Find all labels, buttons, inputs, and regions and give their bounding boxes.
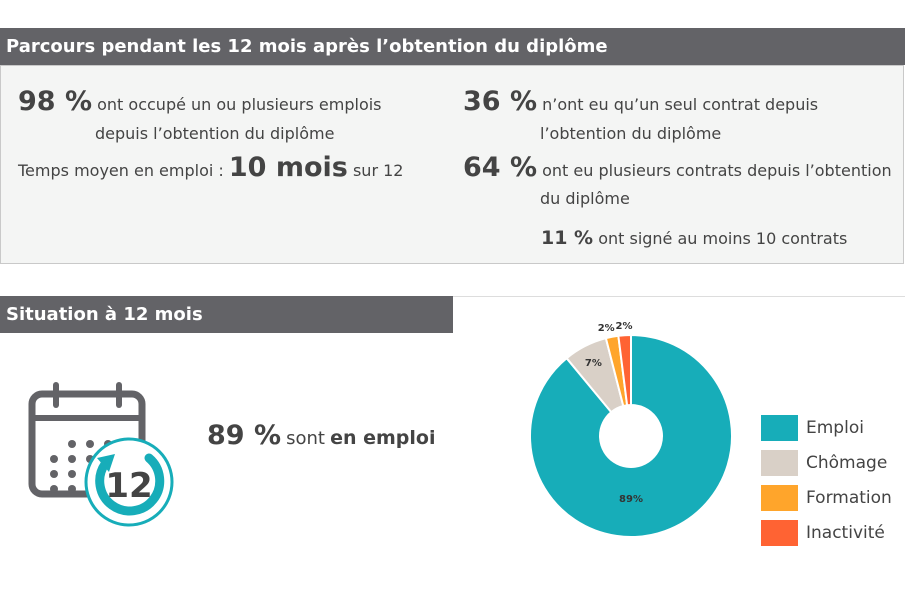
stat-text: depuis l’obtention du diplôme (95, 124, 335, 143)
legend-label: Emploi (806, 417, 864, 438)
stat-text: n’ont eu qu’un seul contrat depuis (542, 95, 819, 114)
stat-en-emploi: 89 % sont en emploi (207, 422, 436, 451)
stat-value: 36 % (463, 86, 538, 117)
stat-value: 98 % (18, 86, 93, 117)
section-title: Parcours pendant les 12 mois après l’obt… (6, 36, 608, 57)
chart-legend: Emploi Chômage Formation Inactivité (761, 410, 892, 550)
stat-text: sont (286, 428, 325, 449)
stat-11: 11 % ont signé au moins 10 contrats (541, 226, 847, 251)
calendar-12-icon: 12 (28, 382, 174, 527)
stat-text: du diplôme (540, 189, 630, 208)
situation-pie-chart: 89% 7% 2% 2% (529, 321, 733, 538)
stat-text-bold: en emploi (330, 427, 436, 449)
legend-swatch (761, 414, 798, 441)
legend-item: Formation (761, 480, 892, 515)
legend-label: Formation (806, 487, 892, 508)
stat-value: 89 % (207, 420, 282, 451)
pie-label: 89% (619, 494, 643, 505)
stat-98: 98 % ont occupé un ou plusieurs emplois (18, 88, 382, 117)
legend-item: Inactivité (761, 515, 892, 550)
legend-label: Inactivité (806, 522, 885, 543)
pie-slice-inactivité (617, 333, 632, 407)
section-header-parcours: Parcours pendant les 12 mois après l’obt… (0, 28, 905, 65)
legend-swatch (761, 449, 798, 476)
pie-label: 2% (598, 323, 615, 334)
legend-swatch (761, 519, 798, 546)
legend-item: Emploi (761, 410, 892, 445)
stat-text: ont signé au moins 10 contrats (598, 229, 848, 248)
stat-text: l’obtention du diplôme (540, 124, 722, 143)
stat-value: 11 % (541, 227, 594, 249)
pie-label: 2% (616, 321, 633, 332)
section-title: Situation à 12 mois (6, 304, 203, 325)
legend-swatch (761, 484, 798, 511)
stat-temps-moyen: Temps moyen en emploi : 10 mois sur 12 (18, 154, 404, 183)
stat-value: 64 % (463, 152, 538, 183)
stat-text: Temps moyen en emploi : (18, 161, 224, 180)
parcours-panel (0, 65, 904, 264)
stat-text: ont eu plusieurs contrats depuis l’obten… (542, 161, 892, 180)
stat-value: 10 mois (228, 152, 348, 183)
section-header-situation: Situation à 12 mois (0, 296, 453, 333)
stat-64: 64 % ont eu plusieurs contrats depuis l’… (463, 154, 892, 183)
pie-slice-emploi (529, 333, 733, 538)
divider (453, 296, 905, 297)
pie-label: 7% (585, 358, 602, 369)
stat-text: sur 12 (352, 161, 404, 180)
legend-item: Chômage (761, 445, 892, 480)
stat-36: 36 % n’ont eu qu’un seul contrat depuis (463, 88, 819, 117)
legend-label: Chômage (806, 452, 888, 473)
stat-text: ont occupé un ou plusieurs emplois (97, 95, 382, 114)
icon-number: 12 (105, 466, 152, 506)
